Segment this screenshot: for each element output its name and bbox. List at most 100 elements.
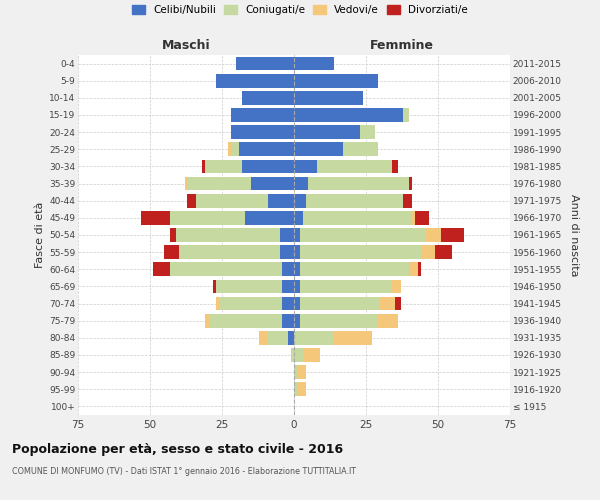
Bar xyxy=(409,262,418,276)
Bar xyxy=(205,314,211,328)
Bar xyxy=(300,314,377,328)
Bar xyxy=(280,228,294,242)
Bar xyxy=(415,211,430,224)
Bar xyxy=(343,142,377,156)
Bar xyxy=(308,176,409,190)
Bar xyxy=(230,108,294,122)
Bar xyxy=(228,142,230,156)
Bar xyxy=(294,314,300,328)
Bar xyxy=(170,262,283,276)
Bar xyxy=(216,296,219,310)
Bar xyxy=(170,211,245,224)
Y-axis label: Anni di nascita: Anni di nascita xyxy=(569,194,578,276)
Bar xyxy=(297,366,305,379)
Bar xyxy=(300,296,380,310)
Bar xyxy=(403,108,409,122)
Bar xyxy=(242,91,294,104)
Bar xyxy=(294,366,297,379)
Bar xyxy=(179,246,280,259)
Bar xyxy=(412,211,415,224)
Y-axis label: Fasce di età: Fasce di età xyxy=(35,202,45,268)
Bar xyxy=(294,108,403,122)
Bar xyxy=(170,228,176,242)
Bar xyxy=(187,176,251,190)
Bar xyxy=(185,176,187,190)
Bar xyxy=(164,246,179,259)
Bar xyxy=(283,296,294,310)
Bar xyxy=(294,382,297,396)
Bar xyxy=(360,126,374,139)
Bar xyxy=(216,74,294,88)
Bar xyxy=(283,314,294,328)
Text: Popolazione per età, sesso e stato civile - 2016: Popolazione per età, sesso e stato civil… xyxy=(12,442,343,456)
Bar xyxy=(294,160,317,173)
Bar xyxy=(268,331,288,344)
Bar xyxy=(142,211,170,224)
Bar xyxy=(302,348,320,362)
Bar xyxy=(294,246,300,259)
Bar xyxy=(294,262,300,276)
Bar xyxy=(294,194,305,207)
Bar xyxy=(294,176,308,190)
Bar xyxy=(294,280,300,293)
Text: Maschi: Maschi xyxy=(161,38,211,52)
Bar xyxy=(242,160,294,173)
Bar xyxy=(418,262,421,276)
Bar xyxy=(251,176,294,190)
Bar xyxy=(245,211,294,224)
Bar xyxy=(409,176,412,190)
Bar xyxy=(176,228,280,242)
Bar xyxy=(300,262,409,276)
Bar xyxy=(211,314,283,328)
Bar xyxy=(377,314,398,328)
Bar xyxy=(380,296,395,310)
Bar xyxy=(435,246,452,259)
Bar xyxy=(283,280,294,293)
Bar xyxy=(294,331,334,344)
Bar xyxy=(302,211,412,224)
Bar xyxy=(297,382,305,396)
Bar xyxy=(392,280,401,293)
Bar xyxy=(421,246,435,259)
Bar xyxy=(216,280,283,293)
Bar xyxy=(403,194,412,207)
Bar xyxy=(202,160,205,173)
Bar xyxy=(334,331,372,344)
Bar xyxy=(427,228,441,242)
Bar xyxy=(230,126,294,139)
Bar xyxy=(317,160,392,173)
Bar xyxy=(214,280,216,293)
Bar xyxy=(187,194,196,207)
Bar xyxy=(268,194,294,207)
Bar xyxy=(441,228,464,242)
Bar xyxy=(294,348,302,362)
Bar xyxy=(294,91,363,104)
Bar xyxy=(294,228,300,242)
Bar xyxy=(239,142,294,156)
Bar xyxy=(305,194,403,207)
Bar xyxy=(283,262,294,276)
Bar xyxy=(205,160,242,173)
Bar xyxy=(392,160,398,173)
Text: Femmine: Femmine xyxy=(370,38,434,52)
Bar xyxy=(196,194,268,207)
Bar xyxy=(294,56,334,70)
Bar xyxy=(395,296,401,310)
Bar xyxy=(294,296,300,310)
Bar xyxy=(294,126,360,139)
Bar xyxy=(291,348,294,362)
Bar xyxy=(300,280,392,293)
Bar xyxy=(236,56,294,70)
Bar xyxy=(288,331,294,344)
Legend: Celibi/Nubili, Coniugati/e, Vedovi/e, Divorziati/e: Celibi/Nubili, Coniugati/e, Vedovi/e, Di… xyxy=(132,5,468,15)
Bar xyxy=(294,74,377,88)
Bar xyxy=(219,296,283,310)
Bar xyxy=(259,331,268,344)
Bar xyxy=(153,262,170,276)
Bar xyxy=(294,211,302,224)
Bar xyxy=(300,228,427,242)
Bar xyxy=(230,142,239,156)
Bar xyxy=(300,246,421,259)
Bar xyxy=(280,246,294,259)
Text: COMUNE DI MONFUMO (TV) - Dati ISTAT 1° gennaio 2016 - Elaborazione TUTTITALIA.IT: COMUNE DI MONFUMO (TV) - Dati ISTAT 1° g… xyxy=(12,468,356,476)
